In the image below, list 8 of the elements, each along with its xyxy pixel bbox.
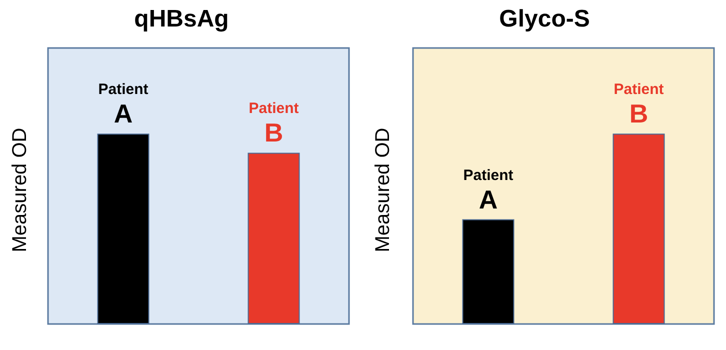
y-axis-title: Measured OD xyxy=(372,128,394,252)
chart-title: Glyco-S xyxy=(499,6,590,32)
x-tick-label: Patient A xyxy=(463,166,514,214)
x-tick-label: Patient B xyxy=(614,81,664,129)
x-tick-label: Patient B xyxy=(248,100,299,148)
chart-title: qHBsAg xyxy=(134,6,229,32)
x-tick-label: Patient A xyxy=(98,81,148,129)
y-axis-title: Measured OD xyxy=(9,128,31,252)
